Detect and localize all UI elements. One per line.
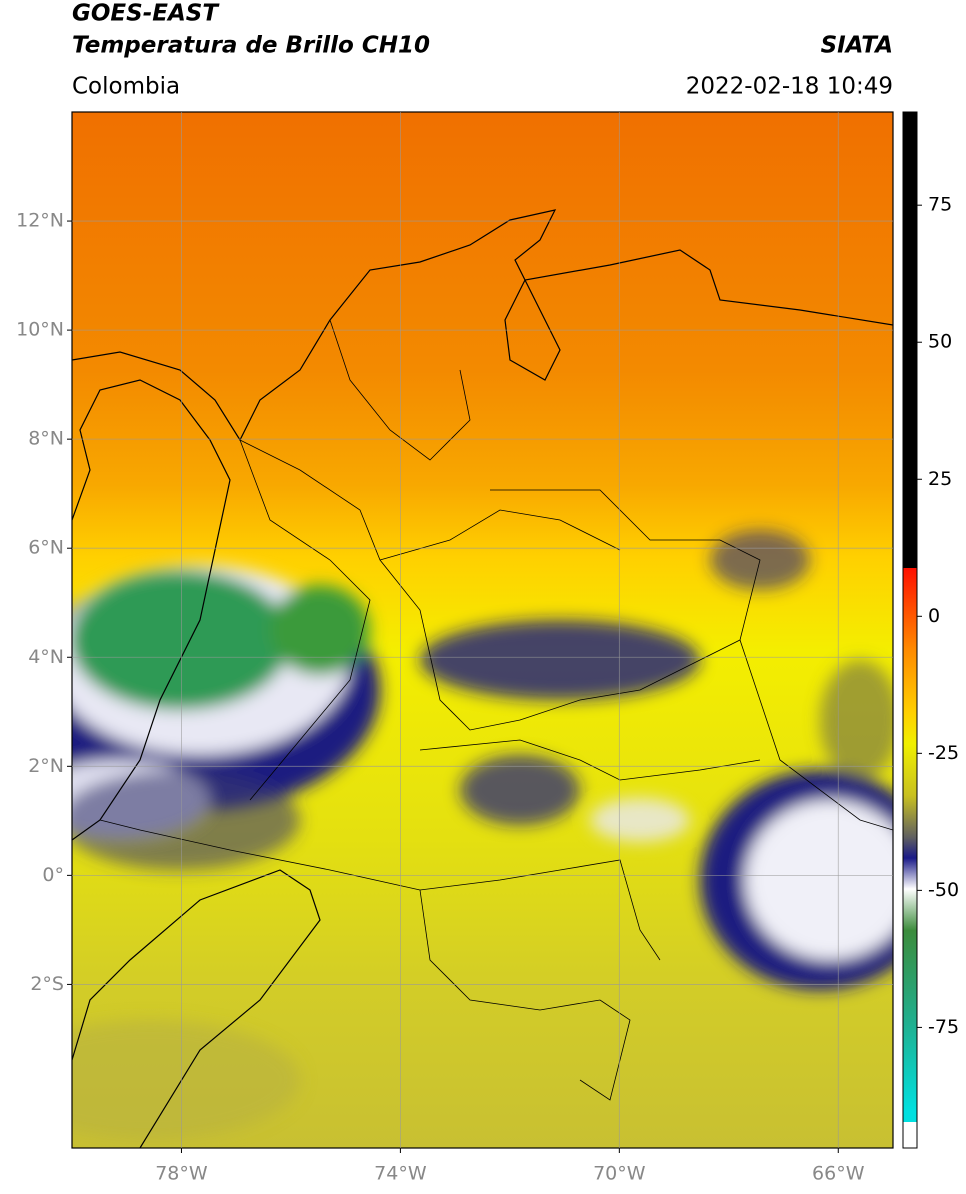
colorbar — [902, 111, 918, 1149]
y-tick-label: 2°S — [30, 973, 64, 995]
y-tick-label: 4°N — [28, 646, 64, 668]
source: SIATA — [821, 33, 893, 59]
y-tick-label: 0° — [42, 864, 64, 886]
map-frame — [71, 111, 894, 1149]
colorbar-tick-label: -25 — [928, 742, 959, 764]
colorbar-tick-label: 50 — [928, 331, 952, 353]
x-tick-label: 70°W — [593, 1163, 646, 1185]
y-tick-label: 10°N — [16, 319, 64, 341]
y-tick-label: 8°N — [28, 428, 64, 450]
colorbar-tick-label: -75 — [928, 1016, 959, 1038]
title: GOES-EAST — [72, 1, 220, 27]
satellite-image — [72, 112, 893, 1148]
x-tick-label: 78°W — [155, 1163, 208, 1185]
y-tick-label: 12°N — [16, 210, 64, 232]
x-tick-label: 74°W — [374, 1163, 427, 1185]
region: Colombia — [72, 74, 180, 100]
colorbar-tick-label: -50 — [928, 879, 959, 901]
timestamp: 2022-02-18 10:49 — [686, 74, 893, 100]
colorbar-tick-label: 25 — [928, 468, 952, 490]
x-tick-label: 66°W — [812, 1163, 865, 1185]
subtitle: Temperatura de Brillo CH10 — [72, 33, 430, 59]
colorbar-tick-label: 0 — [928, 605, 940, 627]
y-tick-label: 6°N — [28, 537, 64, 559]
colorbar-tick-label: 75 — [928, 194, 952, 216]
y-tick-label: 2°N — [28, 755, 64, 777]
